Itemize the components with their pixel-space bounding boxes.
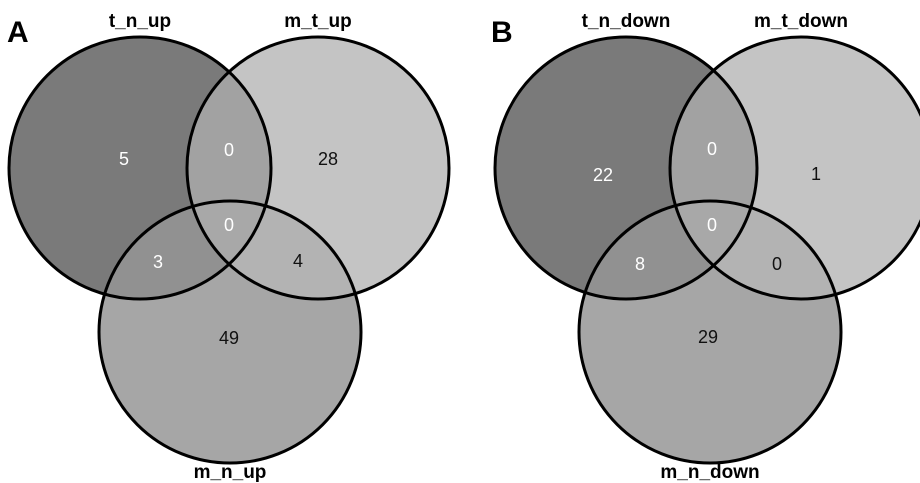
venn-a-circle-first-outline <box>7 35 273 301</box>
venn-b-count-all-three: 0 <box>707 215 717 235</box>
venn-b-circle-second-outline <box>668 35 920 301</box>
venn-b-set-label-first: t_n_down <box>582 11 671 32</box>
panel-letter-a: A <box>7 16 29 49</box>
venn-a-count-second-third: 4 <box>293 251 303 271</box>
venn-b-count-first-second: 0 <box>707 139 717 159</box>
venn-panel-a: A t_n_up m_t_up m_n_up 5 0 28 0 3 4 49 <box>7 11 451 483</box>
venn-b-circle-third-outline <box>577 199 843 465</box>
venn-b-count-third-only: 29 <box>698 327 718 347</box>
venn-a-circle-second-outline <box>185 35 451 301</box>
venn-b-overlap-first-third <box>579 201 757 299</box>
venn-b-set-label-second: m_t_down <box>754 11 848 32</box>
venn-a-set-label-third: m_n_up <box>194 462 267 483</box>
venn-b-overlap-second-third <box>670 201 841 299</box>
venn-a-set-label-second: m_t_up <box>284 11 352 32</box>
panel-letter-b: B <box>491 16 513 49</box>
venn-b-set-label-third: m_n_down <box>660 462 759 483</box>
venn-b-count-second-third: 0 <box>772 254 782 274</box>
venn-b-count-first-only: 22 <box>593 165 613 185</box>
venn-a-count-first-third: 3 <box>153 252 163 272</box>
venn-b-circle-first-outline <box>493 35 759 301</box>
venn-a-count-all-three: 0 <box>224 215 234 235</box>
venn-a-count-first-second: 0 <box>224 140 234 160</box>
venn-a-count-third-only: 49 <box>219 328 239 348</box>
venn-b-count-first-third: 8 <box>635 254 645 274</box>
venn-a-set-label-first: t_n_up <box>109 11 171 32</box>
venn-b-count-second-only: 1 <box>811 164 821 184</box>
venn-a-count-second-only: 28 <box>318 149 338 169</box>
venn-a-count-first-only: 5 <box>119 149 129 169</box>
venn-a-overlap-first-third <box>99 201 271 299</box>
venn-a-circle-third-outline <box>97 199 363 465</box>
venn-panel-b: B t_n_down m_t_down m_n_down 22 0 1 0 8 … <box>491 11 920 483</box>
venn-a-overlap-second-third <box>187 201 361 299</box>
